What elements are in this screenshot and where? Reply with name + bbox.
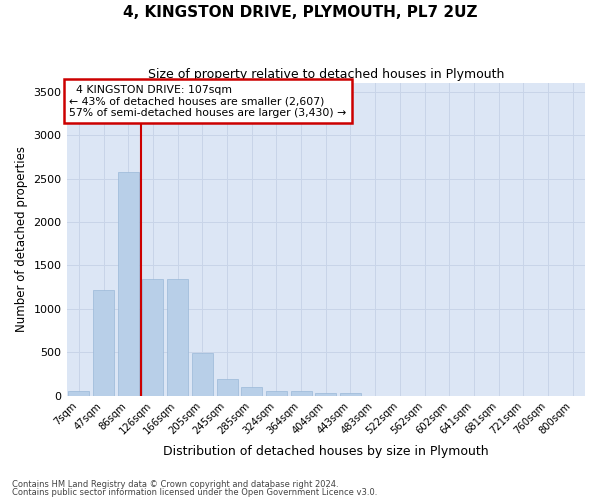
- X-axis label: Distribution of detached houses by size in Plymouth: Distribution of detached houses by size …: [163, 444, 488, 458]
- Text: 4, KINGSTON DRIVE, PLYMOUTH, PL7 2UZ: 4, KINGSTON DRIVE, PLYMOUTH, PL7 2UZ: [123, 5, 477, 20]
- Bar: [266, 392, 287, 396]
- Text: 4 KINGSTON DRIVE: 107sqm
← 43% of detached houses are smaller (2,607)
57% of sem: 4 KINGSTON DRIVE: 107sqm ← 43% of detach…: [69, 85, 346, 118]
- Text: Contains HM Land Registry data © Crown copyright and database right 2024.: Contains HM Land Registry data © Crown c…: [12, 480, 338, 489]
- Bar: [142, 280, 163, 396]
- Bar: [217, 379, 238, 396]
- Bar: [93, 290, 114, 396]
- Text: Contains public sector information licensed under the Open Government Licence v3: Contains public sector information licen…: [12, 488, 377, 497]
- Bar: [340, 393, 361, 396]
- Bar: [315, 393, 336, 396]
- Bar: [167, 280, 188, 396]
- Bar: [68, 391, 89, 396]
- Y-axis label: Number of detached properties: Number of detached properties: [15, 146, 28, 332]
- Bar: [118, 172, 139, 396]
- Bar: [241, 387, 262, 396]
- Bar: [192, 353, 213, 396]
- Bar: [290, 392, 311, 396]
- Title: Size of property relative to detached houses in Plymouth: Size of property relative to detached ho…: [148, 68, 504, 80]
